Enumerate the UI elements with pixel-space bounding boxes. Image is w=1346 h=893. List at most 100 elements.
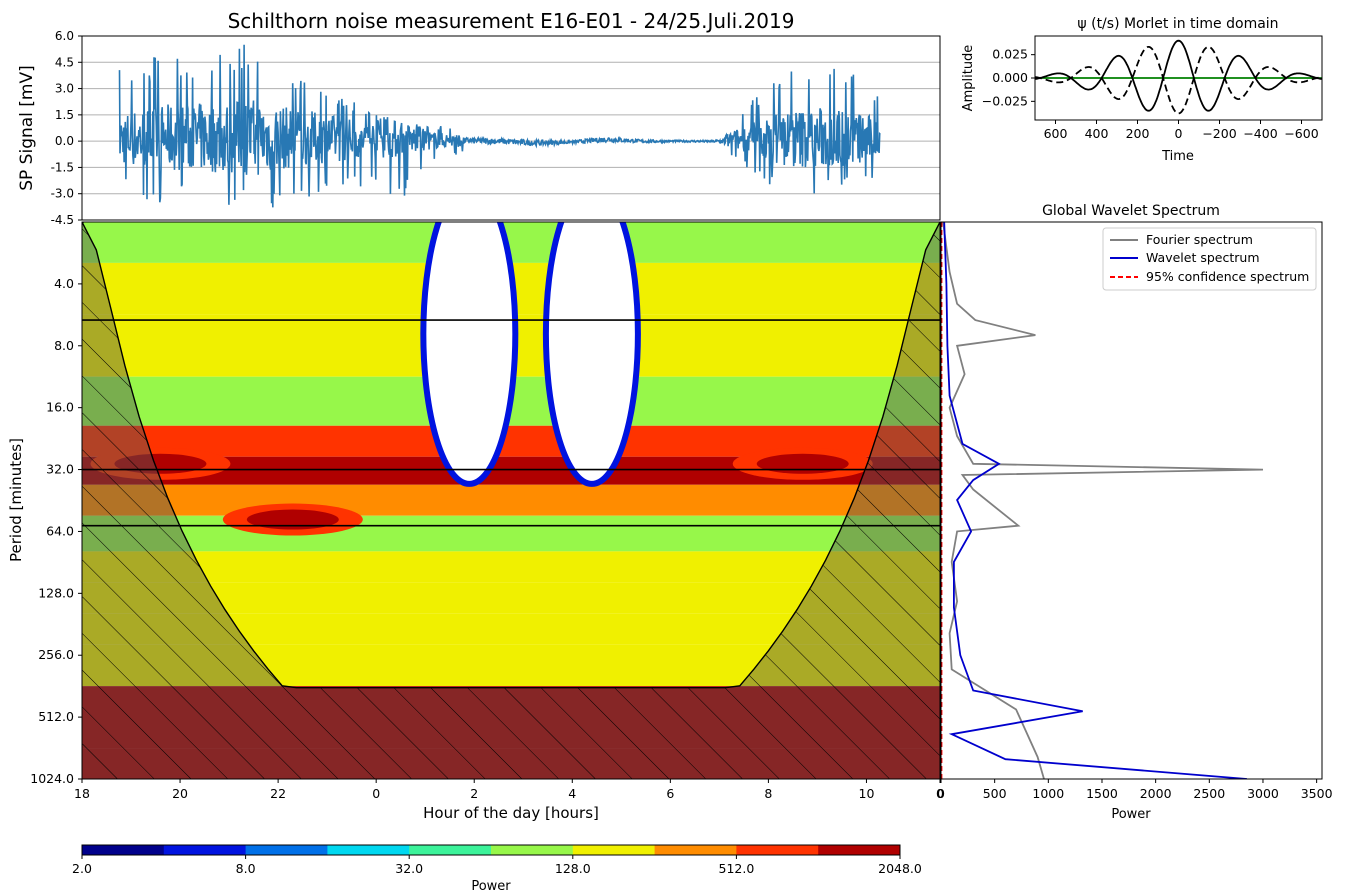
wavelet-axes-frame: [81, 221, 941, 780]
morlet-xtick-label: −600: [1284, 126, 1318, 141]
gws-legend-box: [1102, 227, 1317, 291]
colorbar-tick-label: 8.0: [236, 861, 256, 876]
legend-confidence-label: 95% confidence spectrum: [1146, 269, 1309, 284]
signal-ytick-label: 0.0: [55, 134, 74, 148]
colorbar-tick-label: 2.0: [72, 861, 92, 876]
gws-axes-frame: [940, 221, 1323, 780]
wavelet-xtick-label: 8: [764, 786, 772, 801]
wavelet-ytick-label: 4.0: [54, 276, 74, 291]
power-feature: [756, 453, 849, 474]
legend-wavelet-label: Wavelet spectrum: [1146, 250, 1260, 265]
morlet-xtick-label: 0: [1175, 126, 1183, 141]
wavelet-ticks: 18 20 22 0 2 4 6 8 10 0 4.0 8.0 16.0 32.0 64.0 128.0 256…: [30, 276, 944, 801]
morlet-xtick-label: −200: [1202, 126, 1236, 141]
gws-xtick-label: 3500: [1301, 786, 1333, 801]
colorbar-segment: [327, 845, 410, 855]
gws-xtick-label: 0: [937, 786, 945, 801]
colorbar-segment: [572, 845, 656, 855]
wavelet-ytick-label: 32.0: [46, 462, 74, 477]
signal-ytick-label: 1.5: [55, 108, 74, 122]
cone-of-influence-line: [82, 222, 940, 689]
legend-fourier-label: Fourier spectrum: [1146, 232, 1253, 247]
gws-xtick-label: 1500: [1086, 786, 1118, 801]
wavelet-ylabel: Period [minutes]: [7, 438, 25, 562]
power-feature: [420, 222, 519, 487]
colorbar-tick-label: 32.0: [395, 861, 423, 876]
wavelet-xtick-label: 4: [568, 786, 576, 801]
signal-ytick-label: 3.0: [55, 82, 74, 96]
power-feature: [246, 509, 339, 530]
gws-title: Global Wavelet Spectrum: [1042, 203, 1220, 219]
signal-title: Schilthorn noise measurement E16-E01 - 2…: [228, 9, 795, 33]
colorbar-segment: [818, 845, 901, 855]
gws-wavelet-line: [943, 222, 1247, 779]
wavelet-ytick-label: 16.0: [46, 400, 74, 415]
signal-ytick-label: 4.5: [55, 55, 74, 69]
power-band: [82, 484, 940, 516]
gws-xtick-label: 2000: [1140, 786, 1172, 801]
reference-period-lines: [82, 319, 940, 527]
coi-hatch: [82, 222, 940, 779]
gws-legend: Fourier spectrum Wavelet spectrum 95% co…: [1102, 227, 1317, 291]
morlet-ytick-label: 0.000: [992, 70, 1028, 85]
wavelet-ytick-label: 8.0: [54, 338, 74, 353]
colorbar-segment: [736, 845, 819, 855]
colorbar-segment: [409, 845, 492, 855]
morlet-ticks: 600 400 200 0 −200 −400 −600 0.025 0.000 −0.025: [982, 47, 1319, 141]
gws-fourier-line: [942, 222, 1264, 779]
wavelet-xtick-label: 18: [74, 786, 90, 801]
signal-ytick-label: 6.0: [55, 29, 74, 43]
power-band: [82, 551, 940, 583]
gws-xtick-label: 1000: [1032, 786, 1064, 801]
gws-xtick-label: 500: [983, 786, 1007, 801]
colorbar-tick-label: 512.0: [719, 861, 755, 876]
wavelet-xtick-label: 20: [172, 786, 188, 801]
wavelet-xtick-label: 0: [936, 786, 944, 801]
signal-line: [118, 44, 881, 208]
wavelet-ytick-label: 64.0: [46, 523, 74, 538]
signal-ylabel: SP Signal [mV]: [17, 65, 37, 191]
colorbar: 2.0 8.0 32.0 128.0 512.0 2048.0: [72, 844, 922, 876]
colorbar-label: Power: [471, 879, 511, 893]
colorbar-segment: [82, 845, 165, 855]
wavelet-ytick-label: 256.0: [38, 647, 74, 662]
morlet-ytick-label: −0.025: [982, 93, 1028, 108]
signal-ytick-label: -1.5: [51, 160, 74, 174]
wavelet-ytick-label: 512.0: [38, 709, 74, 724]
morlet-xtick-label: 200: [1126, 126, 1150, 141]
cone-of-influence-shade: [82, 222, 940, 779]
morlet-real-line: [1035, 39, 1322, 112]
morlet-imaginary-line: [1035, 46, 1322, 115]
gws-xtick-label: 2500: [1193, 786, 1225, 801]
colorbar-tick-label: 2048.0: [878, 861, 922, 876]
wavelet-xtick-label: 10: [859, 786, 875, 801]
wavelet-xtick-label: 0: [372, 786, 380, 801]
gws-xlabel: Power: [1111, 807, 1151, 822]
wavelet-xtick-label: 6: [666, 786, 674, 801]
gws-xtick-label: 3000: [1247, 786, 1279, 801]
signal-axes-frame: [81, 35, 941, 221]
colorbar-segment: [654, 845, 737, 855]
colorbar-tick-label: 128.0: [555, 861, 591, 876]
wavelet-ytick-label: 1024.0: [30, 771, 74, 786]
morlet-ytick-label: 0.025: [992, 47, 1028, 62]
gws-xticks: 0 500 1000 1500 2000 2500 3000 3500: [937, 779, 1333, 801]
colorbar-frame: [81, 844, 901, 856]
signal-yticks: 6.0 4.5 3.0 1.5 0.0 -1.5 -3.0 -4.5: [51, 29, 82, 227]
signal-ytick-label: -4.5: [51, 213, 74, 227]
signal-ytick-label: -3.0: [51, 187, 74, 201]
wavelet-xtick-label: 2: [470, 786, 478, 801]
power-band: [82, 515, 940, 552]
wavelet-xlabel: Hour of the day [hours]: [423, 804, 599, 822]
morlet-xlabel: Time: [1161, 149, 1194, 164]
morlet-xtick-label: 400: [1085, 126, 1109, 141]
wavelet-ytick-label: 128.0: [38, 585, 74, 600]
colorbar-segment: [163, 845, 247, 855]
power-feature: [542, 222, 641, 487]
colorbar-segment: [245, 845, 328, 855]
morlet-ylabel: Amplitude: [961, 45, 976, 112]
morlet-title: ψ (t/s) Morlet in time domain: [1077, 16, 1278, 32]
colorbar-segment: [491, 845, 574, 855]
power-band: [82, 582, 940, 614]
